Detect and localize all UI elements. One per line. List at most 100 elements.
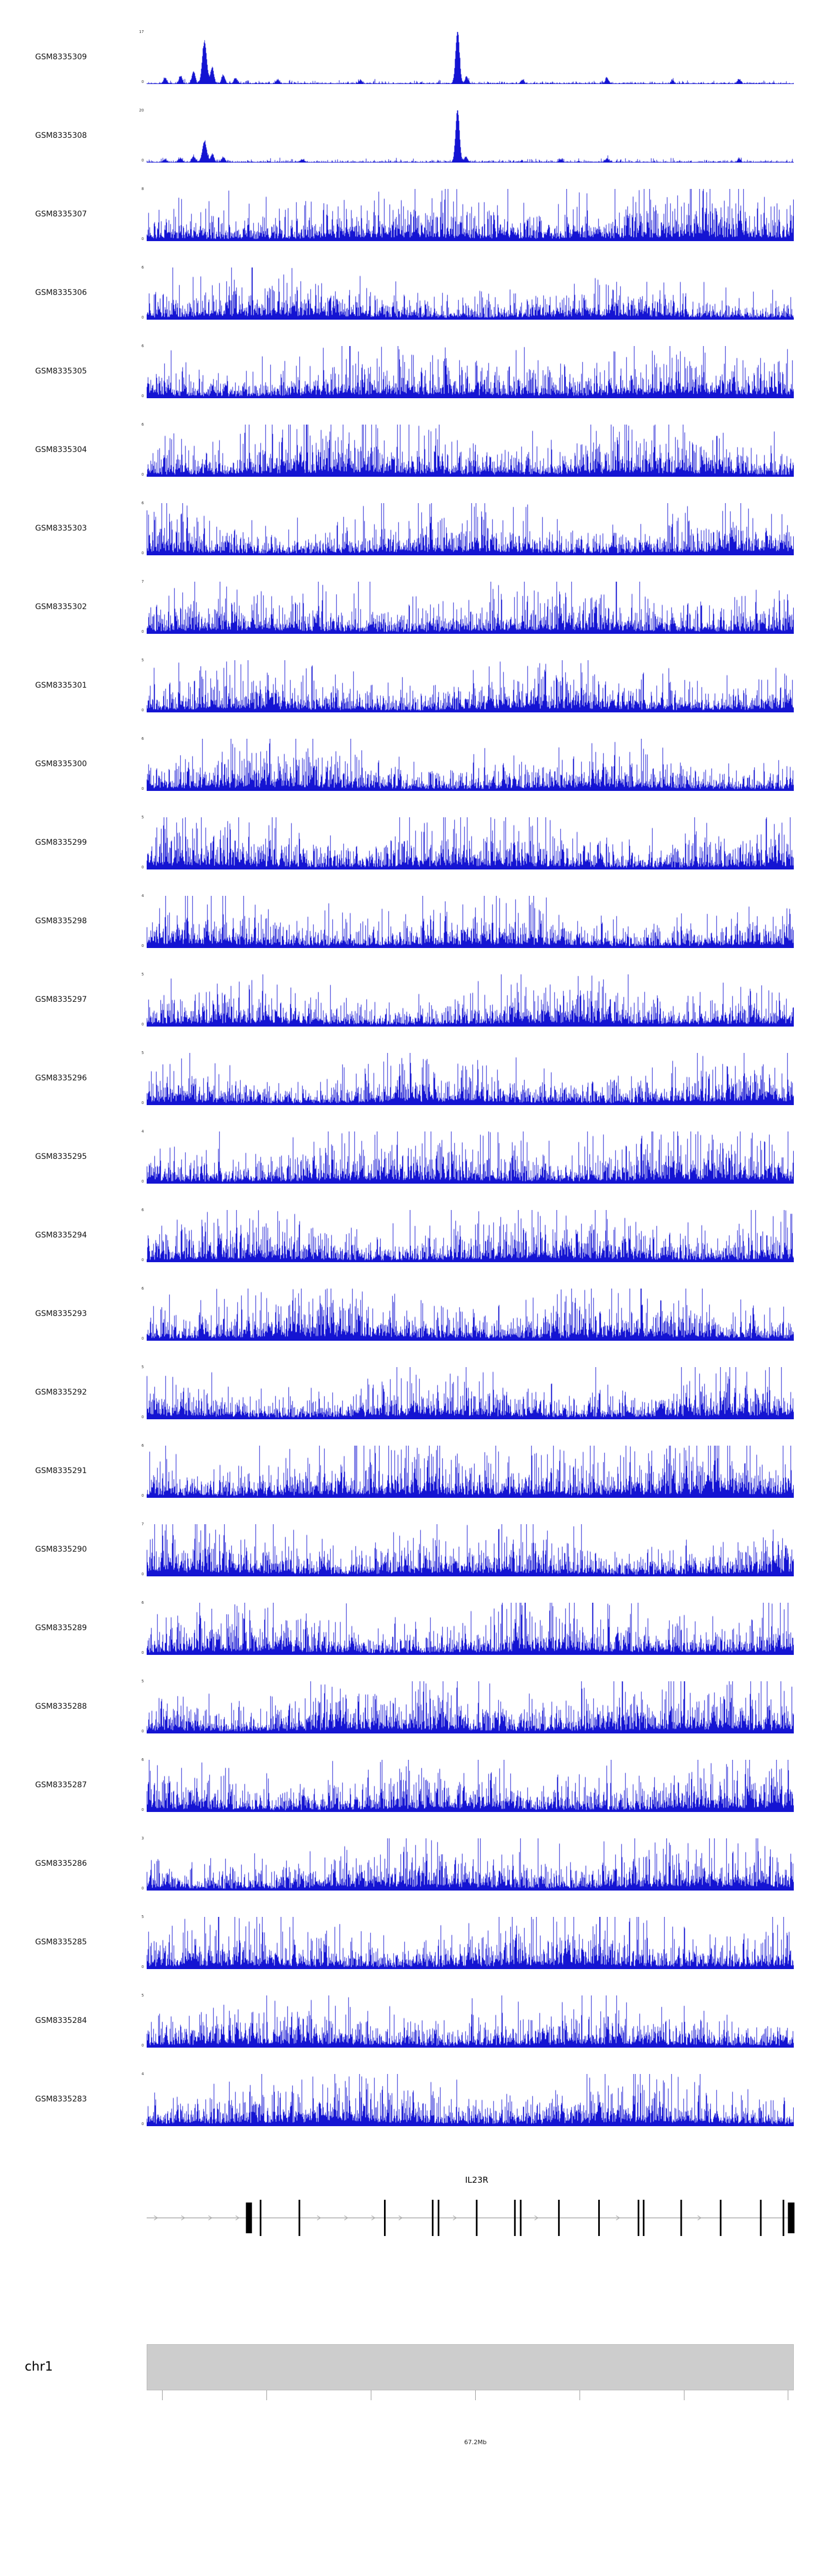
coverage-signal-plot [147, 896, 794, 948]
strand-direction-arrow-icon [398, 2215, 403, 2221]
y-axis-max-label: 5 [141, 972, 144, 977]
strand-direction-arrow-icon [154, 2215, 158, 2221]
signal-track-row: GSM8335295 4 0 [0, 1127, 824, 1206]
track-sample-label: GSM8335292 [35, 1388, 87, 1397]
track-sample-label: GSM8335283 [35, 2095, 87, 2104]
y-axis-zero-label: 0 [141, 1493, 144, 1498]
y-axis-zero-label: 0 [141, 1808, 144, 1812]
exon-bar [432, 2200, 434, 2236]
strand-direction-arrow-icon [616, 2215, 620, 2221]
coverage-signal-plot [147, 2074, 794, 2126]
coverage-signal-plot [147, 660, 794, 712]
signal-track-row: GSM8335301 5 0 [0, 656, 824, 734]
y-axis-zero-label: 0 [141, 237, 144, 241]
track-sample-label: GSM8335298 [35, 917, 87, 925]
track-sample-label: GSM8335287 [35, 1781, 87, 1789]
y-axis-zero-label: 0 [141, 1886, 144, 1891]
exon-bar [782, 2200, 784, 2236]
track-sample-label: GSM8335290 [35, 1545, 87, 1554]
y-axis-zero-label: 0 [141, 2043, 144, 2048]
y-axis-zero-label: 0 [141, 1336, 144, 1341]
exon-bar [514, 2200, 516, 2236]
track-sample-label: GSM8335293 [35, 1309, 87, 1318]
axis-tick-mark [162, 2390, 163, 2400]
y-axis-zero-label: 0 [141, 1415, 144, 1419]
y-axis-zero-label: 0 [141, 394, 144, 398]
exon-bar [558, 2200, 560, 2236]
signal-track-row: GSM8335294 6 0 [0, 1206, 824, 1284]
exon-bar [720, 2200, 722, 2236]
signal-track-row: GSM8335285 5 0 [0, 1913, 824, 1991]
coverage-signal-plot [147, 1210, 794, 1262]
y-axis-max-label: 3 [141, 1836, 144, 1841]
exon-bar [259, 2200, 261, 2236]
y-axis-max-label: 5 [141, 1915, 144, 1919]
track-sample-label: GSM8335307 [35, 210, 87, 219]
coverage-signal-plot [147, 110, 794, 163]
strand-direction-arrow-icon [453, 2215, 457, 2221]
coverage-signal-plot [147, 1524, 794, 1576]
track-sample-label: GSM8335291 [35, 1467, 87, 1475]
y-axis-max-label: 4 [141, 2072, 144, 2076]
coverage-signal-plot [147, 425, 794, 477]
y-axis-max-label: 6 [141, 1208, 144, 1212]
coverage-signal-plot [147, 1289, 794, 1341]
axis-tick-mark [475, 2390, 476, 2400]
y-axis-zero-label: 0 [141, 1572, 144, 1576]
y-axis-max-label: 5 [141, 1365, 144, 1369]
y-axis-max-label: 5 [141, 815, 144, 819]
signal-track-row: GSM8335283 4 0 [0, 2070, 824, 2148]
y-axis-max-label: 6 [141, 737, 144, 741]
signal-track-row: GSM8335297 5 0 [0, 970, 824, 1049]
signal-track-row: GSM8335303 6 0 [0, 499, 824, 577]
y-axis-max-label: 7 [141, 579, 144, 584]
y-axis-max-label: 6 [141, 422, 144, 427]
coverage-signal-plot [147, 1838, 794, 1891]
track-sample-label: GSM8335303 [35, 524, 87, 533]
coverage-signal-plot [147, 1367, 794, 1419]
y-axis-zero-label: 0 [141, 1022, 144, 1027]
y-axis-zero-label: 0 [141, 1258, 144, 1262]
exon-bar [246, 2203, 252, 2233]
signal-track-row: GSM8335302 7 0 [0, 577, 824, 656]
y-axis-zero-label: 0 [141, 1179, 144, 1184]
exon-bar [598, 2200, 600, 2236]
coverage-signal-plot [147, 267, 794, 320]
coverage-signal-plot [147, 582, 794, 634]
signal-track-row: GSM8335290 7 0 [0, 1520, 824, 1598]
track-sample-label: GSM8335288 [35, 1702, 87, 1711]
coverage-signal-plot [147, 739, 794, 791]
y-axis-max-label: 6 [141, 501, 144, 505]
signal-track-row: GSM8335299 5 0 [0, 813, 824, 891]
exon-bar [298, 2200, 300, 2236]
signal-track-row: GSM8335287 6 0 [0, 1755, 824, 1834]
axis-tick-mark [266, 2390, 267, 2400]
track-sample-label: GSM8335294 [35, 1231, 87, 1240]
exon-bar [637, 2200, 639, 2236]
y-axis-max-label: 8 [141, 187, 144, 191]
y-axis-max-label: 17 [139, 30, 144, 34]
y-axis-max-label: 6 [141, 344, 144, 348]
y-axis-max-label: 6 [141, 1443, 144, 1448]
coverage-signal-plot [147, 1053, 794, 1105]
coverage-signal-plot [147, 346, 794, 398]
y-axis-max-label: 5 [141, 1051, 144, 1055]
exon-bar [437, 2200, 439, 2236]
signal-track-row: GSM8335309 17 0 [0, 27, 824, 106]
signal-track-row: GSM8335305 6 0 [0, 342, 824, 420]
signal-track-row: GSM8335292 5 0 [0, 1363, 824, 1441]
coverage-signal-plot [147, 32, 794, 84]
y-axis-zero-label: 0 [141, 2122, 144, 2126]
y-axis-zero-label: 0 [141, 551, 144, 555]
signal-track-row: GSM8335298 4 0 [0, 891, 824, 970]
y-axis-max-label: 6 [141, 1286, 144, 1291]
signal-track-row: GSM8335288 5 0 [0, 1677, 824, 1755]
signal-track-row: GSM8335306 6 0 [0, 263, 824, 342]
exon-bar [643, 2200, 645, 2236]
genomic-position-label: 67.2Mb [464, 2439, 487, 2446]
chromosome-label: chr1 [25, 2360, 53, 2374]
track-sample-label: GSM8335305 [35, 367, 87, 376]
y-axis-zero-label: 0 [141, 1965, 144, 1969]
strand-direction-arrow-icon [208, 2215, 213, 2221]
coverage-signal-plot [147, 1760, 794, 1812]
